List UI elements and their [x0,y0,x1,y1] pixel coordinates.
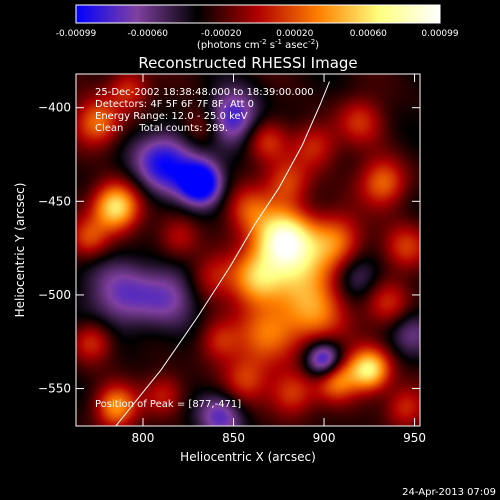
solar-limb-line [115,81,330,426]
info-line: Clean Total counts: 289. [95,123,228,134]
peak-position-label: Position of Peak = [877,-471] [95,399,241,410]
x-axis-ticks: 800 850 900 950 [132,74,426,445]
observation-info: 25-Dec-2002 18:38:48.000 to 18:39:00.000… [95,87,314,134]
plot-frame [75,73,421,427]
info-line: Energy Range: 12.0 - 25.0 keV [95,111,248,122]
colorbar-tick-label: -0.00020 [201,29,242,39]
colorbar-tick-label: 0.00060 [350,29,387,39]
colorbar-tick-label: 0.00099 [421,29,458,39]
heatmap-image [76,74,420,426]
y-tick-label: −400 [38,101,71,115]
x-tick-label: 850 [222,431,245,445]
colorbar-unit-label: (photons cm-2 s-1 asec-2) [197,38,319,51]
footer-timestamp: 24-Apr-2013 07:09 [402,487,496,498]
colorbar-tick-label: -0.00099 [56,29,97,39]
colorbar-gradient [75,4,441,24]
colorbar: -0.00099 -0.00060 -0.00020 0.00020 0.00060 0.… [56,4,459,51]
y-axis-ticks: −400 −450 −500 −550 [38,101,420,396]
x-axis-label: Heliocentric X (arcsec) [180,450,316,464]
info-line: Detectors: 4F 5F 6F 7F 8F, Att 0 [95,99,254,110]
y-tick-label: −450 [38,194,71,208]
y-tick-label: −500 [38,288,71,302]
y-tick-label: −550 [38,382,71,396]
y-axis-label: Heliocentric Y (arcsec) [13,183,27,318]
colorbar-ticks: -0.00099 -0.00060 -0.00020 0.00020 0.00060 0.… [56,29,459,39]
x-tick-label: 900 [313,431,336,445]
colorbar-tick-label: -0.00060 [127,29,168,39]
x-tick-label: 950 [403,431,426,445]
chart-title: Reconstructed RHESSI Image [138,54,357,72]
x-tick-label: 800 [132,431,155,445]
colorbar-tick-label: 0.00020 [276,29,313,39]
info-line: 25-Dec-2002 18:38:48.000 to 18:39:00.000 [95,87,314,98]
